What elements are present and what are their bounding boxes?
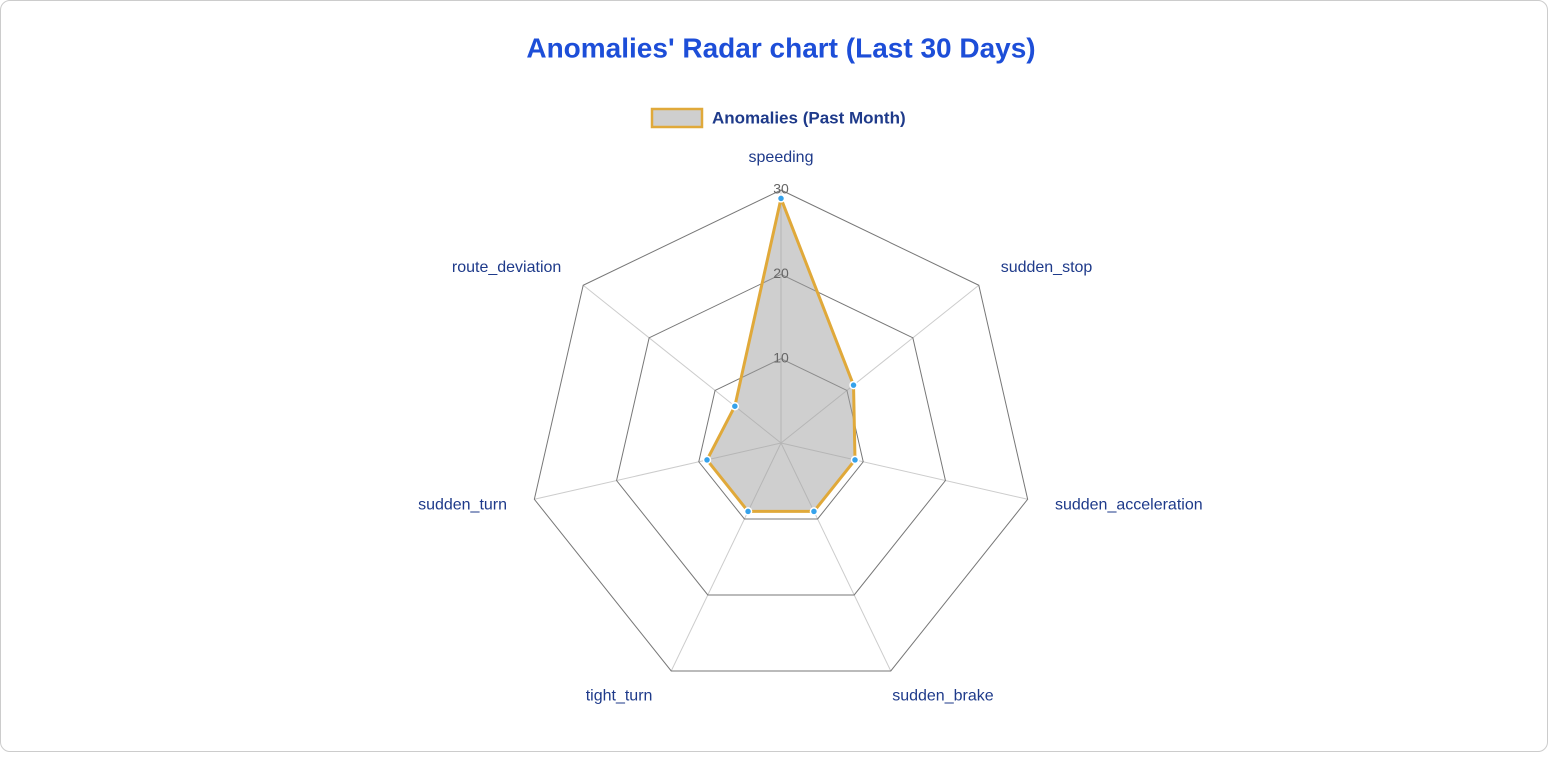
category-label: sudden_turn [418, 497, 507, 514]
legend-swatch [650, 107, 704, 129]
grid-ring [533, 189, 1029, 672]
chart-title: Anomalies' Radar chart (Last 30 Days) [526, 32, 1035, 63]
y-tick-label: 30 [773, 181, 789, 197]
data-point [850, 455, 860, 465]
legend-label: Anomalies (Past Month) [712, 108, 906, 127]
series-area [705, 196, 857, 513]
category-label: sudden_brake [892, 687, 994, 704]
grid-ring [616, 273, 946, 596]
category-label: sudden_acceleration [1055, 497, 1203, 514]
data-point [776, 194, 786, 203]
data-point [809, 507, 819, 516]
data-point [702, 455, 712, 465]
data-point [743, 507, 753, 516]
category-label: sudden_stop [1001, 259, 1093, 276]
y-tick-label: 10 [773, 349, 789, 365]
data-point [849, 380, 858, 390]
data-point [730, 401, 740, 411]
category-label: route_deviation [452, 259, 561, 276]
category-label: tight_turn [586, 687, 653, 704]
y-tick-label: 20 [773, 265, 789, 281]
category-label: speeding [749, 149, 814, 166]
card [0, 0, 1548, 752]
